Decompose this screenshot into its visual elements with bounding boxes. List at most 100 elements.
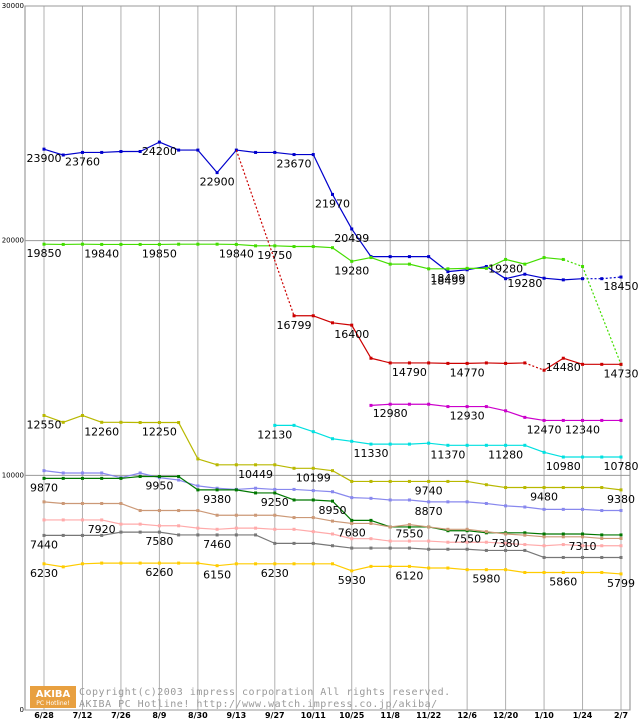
data-point xyxy=(350,479,354,483)
data-point xyxy=(138,149,142,153)
data-point xyxy=(234,242,238,246)
data-point xyxy=(446,540,450,544)
data-point xyxy=(177,421,181,425)
data-label: 21970 xyxy=(315,197,350,210)
data-labels: 23900 23760 24200 22900 23670 21970 20499 18499… xyxy=(27,145,639,590)
data-point xyxy=(254,486,258,490)
data-point xyxy=(427,441,431,445)
data-point xyxy=(542,570,546,574)
data-point xyxy=(388,255,392,259)
data-point xyxy=(254,463,258,467)
data-label: 11370 xyxy=(430,448,465,461)
data-point xyxy=(523,361,527,365)
series-segment xyxy=(351,565,372,572)
data-point xyxy=(407,525,411,529)
data-label: 9380 xyxy=(607,493,635,506)
series-segment xyxy=(409,442,429,445)
data-point xyxy=(446,405,450,409)
series-segment xyxy=(505,505,525,508)
x-tick-label: 8/30 xyxy=(188,711,208,720)
data-point xyxy=(196,242,200,246)
data-point xyxy=(446,270,450,274)
series-segment xyxy=(255,487,275,491)
data-point xyxy=(254,150,258,154)
data-label: 19840 xyxy=(219,247,254,260)
series-segment xyxy=(140,523,160,527)
series-segment xyxy=(370,538,391,542)
data-point xyxy=(446,527,450,531)
data-point xyxy=(561,555,565,559)
data-point xyxy=(523,543,527,547)
series-segment xyxy=(120,502,141,512)
data-point xyxy=(331,192,334,196)
data-point xyxy=(292,487,296,491)
x-axis: 6/28 7/12 7/26 8/9 8/30 9/13 9/27 10/11 10/25 11/… xyxy=(34,711,628,720)
data-point xyxy=(331,544,334,548)
data-point xyxy=(350,546,354,550)
data-point xyxy=(484,568,488,572)
data-label: 23900 xyxy=(27,152,62,165)
data-point xyxy=(80,501,84,505)
data-point xyxy=(157,242,161,246)
data-point xyxy=(369,479,373,483)
data-label: 12980 xyxy=(373,407,408,420)
series-segment xyxy=(43,470,64,474)
data-point xyxy=(350,439,354,443)
copyright-text: Copyright(c)2003 impress corporation All… xyxy=(79,687,451,698)
series-line xyxy=(42,500,623,540)
data-point xyxy=(619,572,623,576)
data-label: 12260 xyxy=(84,425,119,438)
data-label: 12340 xyxy=(565,423,600,436)
data-point xyxy=(254,526,258,530)
series-segment xyxy=(505,569,525,574)
data-point xyxy=(292,562,296,566)
series-segment xyxy=(274,492,295,501)
series-segment xyxy=(43,563,64,568)
series-segment xyxy=(543,357,564,371)
data-point xyxy=(600,509,604,513)
data-label: 19280 xyxy=(488,262,523,275)
data-point xyxy=(100,501,104,505)
data-point xyxy=(138,509,142,513)
data-point xyxy=(427,479,431,483)
data-point xyxy=(311,562,315,566)
data-point xyxy=(542,276,546,280)
data-point xyxy=(446,443,450,447)
data-point xyxy=(292,516,296,520)
series-segment xyxy=(178,422,199,460)
data-point xyxy=(369,403,373,407)
series-segment xyxy=(467,528,487,533)
data-point xyxy=(177,478,181,482)
data-point xyxy=(311,516,315,520)
data-point xyxy=(581,264,585,268)
data-point xyxy=(600,536,604,540)
data-point xyxy=(619,509,623,513)
series-segment xyxy=(351,497,371,499)
data-label: 7550 xyxy=(395,528,423,541)
series-segment xyxy=(524,506,545,510)
data-label: 5980 xyxy=(472,573,500,586)
series-segment xyxy=(197,458,218,466)
data-point xyxy=(119,420,123,424)
series-segment xyxy=(197,562,218,567)
data-point xyxy=(561,257,565,261)
data-label: 8870 xyxy=(415,505,443,518)
data-label: 7460 xyxy=(203,538,231,551)
data-label: 20499 xyxy=(334,232,369,245)
data-point xyxy=(100,533,104,537)
data-label: 5930 xyxy=(338,574,366,587)
data-point xyxy=(446,500,450,504)
data-point xyxy=(542,256,546,260)
series-segment xyxy=(467,480,487,486)
series-line xyxy=(42,242,623,366)
series-segment xyxy=(313,489,333,493)
data-point xyxy=(350,521,354,525)
logo-bottom-text: PC Hotline! xyxy=(36,700,69,707)
series-segment xyxy=(332,563,352,572)
series-segment xyxy=(293,528,314,533)
data-point xyxy=(504,443,508,447)
data-point xyxy=(80,471,84,475)
data-label: 6230 xyxy=(261,567,289,580)
series-segment xyxy=(486,541,506,544)
data-point xyxy=(61,420,65,424)
